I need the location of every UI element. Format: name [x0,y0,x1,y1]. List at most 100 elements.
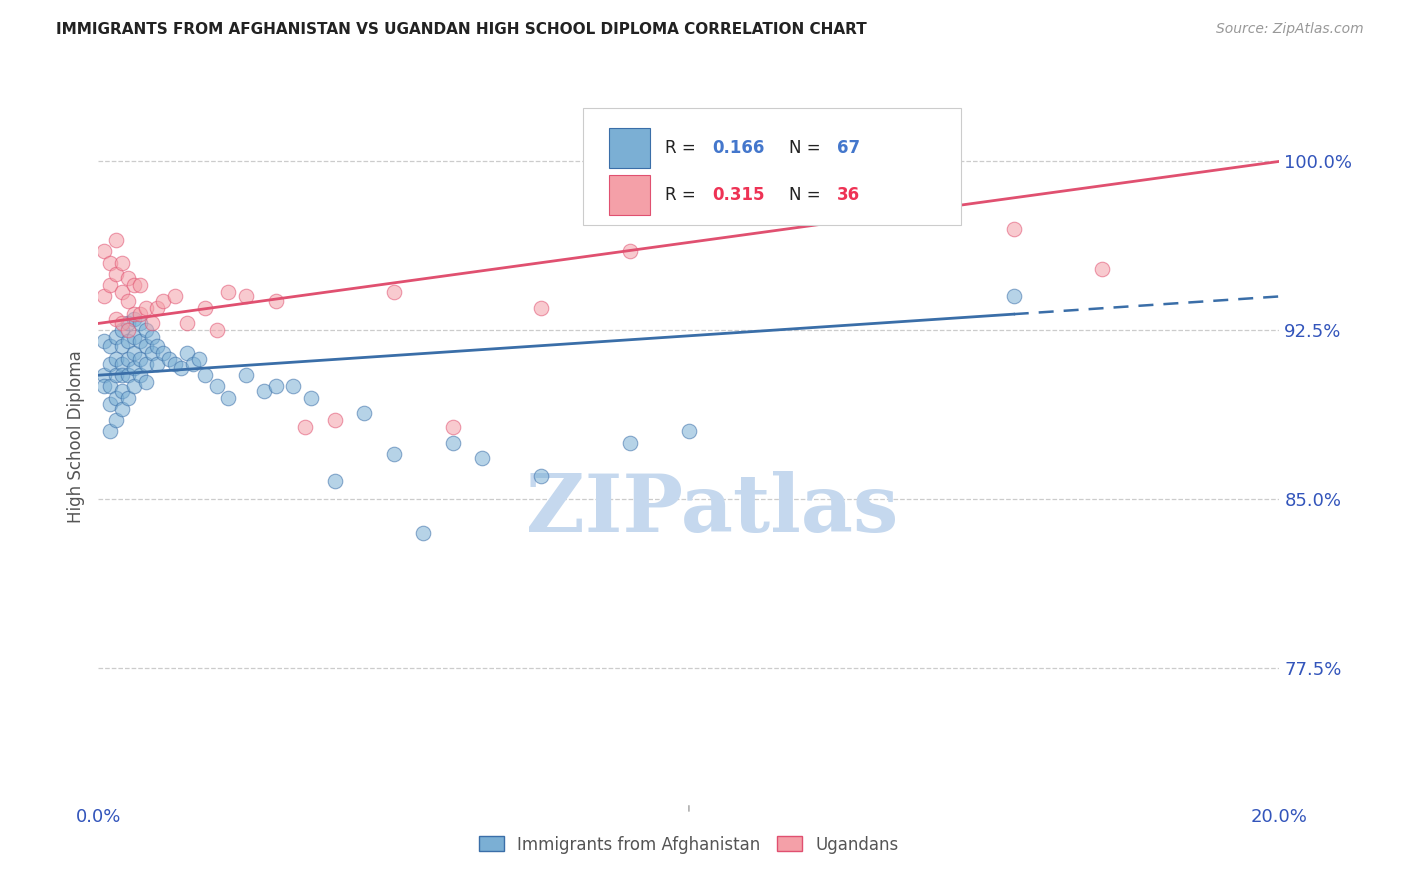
Text: R =: R = [665,186,702,204]
Point [98,397,121,411]
FancyBboxPatch shape [582,108,960,225]
Point [412,525,434,540]
Point [128,317,150,331]
Point [176,317,198,331]
Point [678,425,700,439]
Point [135,375,157,389]
FancyBboxPatch shape [609,128,650,168]
Text: 36: 36 [837,186,859,204]
Point [122,307,145,321]
Point [111,255,134,269]
Point [105,312,128,326]
Point [122,361,145,376]
Point [323,474,346,488]
Point [111,285,134,299]
Point [105,233,128,247]
Point [235,289,257,303]
Point [1002,289,1025,303]
Point [128,368,150,383]
Point [93,368,115,383]
Point [264,293,287,308]
Point [283,379,305,393]
Point [105,413,128,427]
Point [135,323,157,337]
Point [530,469,553,483]
Point [122,345,145,359]
Point [441,420,464,434]
Point [146,301,169,315]
Point [111,368,134,383]
Point [382,447,405,461]
Point [117,293,139,308]
Point [165,357,187,371]
Text: IMMIGRANTS FROM AFGHANISTAN VS UGANDAN HIGH SCHOOL DIPLOMA CORRELATION CHART: IMMIGRANTS FROM AFGHANISTAN VS UGANDAN H… [56,22,868,37]
Point [353,407,375,421]
Point [157,352,180,367]
Point [93,289,115,303]
Point [122,379,145,393]
Point [93,244,115,259]
Point [135,301,157,315]
Point [105,391,128,405]
Point [619,435,641,450]
Point [471,451,494,466]
Point [105,330,128,344]
Point [128,334,150,349]
Point [530,301,553,315]
Point [93,334,115,349]
Point [294,420,316,434]
Point [217,285,239,299]
Point [111,357,134,371]
Point [205,379,228,393]
Point [105,352,128,367]
Point [117,352,139,367]
Point [117,391,139,405]
Point [323,413,346,427]
Point [619,244,641,259]
Point [141,330,163,344]
Point [217,391,239,405]
Point [128,352,150,367]
Text: Source: ZipAtlas.com: Source: ZipAtlas.com [1216,22,1364,37]
Point [796,194,818,209]
Point [382,285,405,299]
Point [205,323,228,337]
Point [152,345,174,359]
Point [176,345,198,359]
Point [93,379,115,393]
Text: R =: R = [665,139,702,157]
Point [117,334,139,349]
Point [146,357,169,371]
Text: ZIPatlas: ZIPatlas [526,471,898,549]
Legend: Immigrants from Afghanistan, Ugandans: Immigrants from Afghanistan, Ugandans [472,829,905,860]
Point [98,255,121,269]
Text: 0.315: 0.315 [713,186,765,204]
Point [98,357,121,371]
Point [194,368,217,383]
Point [253,384,276,398]
Point [194,301,217,315]
Text: 0.166: 0.166 [713,139,765,157]
Point [146,339,169,353]
Point [141,345,163,359]
Point [117,317,139,331]
Point [135,357,157,371]
Point [98,379,121,393]
Point [122,278,145,293]
Point [98,339,121,353]
Point [141,317,163,331]
Text: N =: N = [789,139,827,157]
Point [117,368,139,383]
Point [122,330,145,344]
Point [165,289,187,303]
Point [122,312,145,326]
Point [1002,222,1025,236]
Point [181,357,204,371]
Text: N =: N = [789,186,827,204]
Point [111,317,134,331]
Point [441,435,464,450]
Point [98,278,121,293]
Point [111,323,134,337]
Point [111,339,134,353]
Point [152,293,174,308]
